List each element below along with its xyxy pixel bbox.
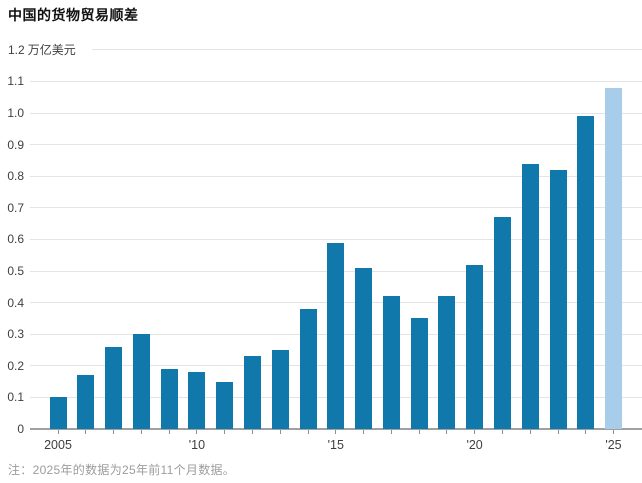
- footnote: 注：2025年的数据为25年前11个月数据。: [8, 463, 236, 477]
- bar-2015: [327, 242, 345, 429]
- x-tick-label-2025: '25: [605, 438, 622, 452]
- x-tick-2025: [613, 430, 614, 434]
- x-tick-2009: [168, 430, 170, 434]
- bar-2020: [466, 264, 484, 429]
- gridline-0.8: [30, 175, 642, 177]
- x-tick-label-2010: '10: [188, 438, 206, 452]
- x-tick-2010: [196, 430, 198, 434]
- x-tick-2013: [279, 430, 281, 434]
- x-tick-2018: [418, 430, 420, 434]
- gridline-0.6: [30, 238, 642, 240]
- bar-2023: [549, 169, 567, 429]
- bar-2019: [438, 296, 456, 429]
- bar-2009: [160, 369, 178, 429]
- x-tick-2016: [363, 430, 364, 434]
- bar-2024: [577, 116, 595, 429]
- x-tick-2011: [224, 430, 226, 434]
- y-tick-label: 0: [17, 422, 24, 436]
- chart-title: 中国的货物贸易顺差: [8, 7, 139, 23]
- gridline-1.1: [30, 80, 642, 82]
- y-tick-label: 1.2: [8, 42, 25, 57]
- bar-2021: [493, 217, 511, 429]
- x-tick-2007: [113, 430, 114, 434]
- x-tick-2023: [557, 430, 559, 434]
- y-tick-label: 0.5: [7, 264, 24, 278]
- x-axis-baseline: [30, 428, 642, 430]
- unit-label: 万亿美元: [27, 42, 76, 57]
- bar-2005: [49, 397, 67, 429]
- y-tick-label: 0.1: [7, 390, 24, 405]
- y-tick-label: 0.9: [7, 137, 24, 152]
- y-tick-label: 0.6: [7, 232, 24, 247]
- x-tick-label-2020: '20: [466, 438, 483, 452]
- bar-2012: [243, 356, 261, 429]
- bar-2025: [605, 87, 622, 429]
- x-tick-2022: [529, 430, 531, 434]
- gridline-0.7: [30, 207, 642, 209]
- x-tick-2024: [585, 430, 587, 434]
- bar-2022: [521, 163, 539, 429]
- x-tick-2021: [501, 430, 503, 434]
- y-tick-label: 1.1: [7, 74, 24, 89]
- bar-2018: [410, 318, 428, 429]
- bar-2006: [77, 375, 95, 429]
- x-tick-2012: [251, 430, 253, 434]
- x-tick-2008: [140, 430, 142, 434]
- x-tick-2019: [446, 430, 448, 434]
- gridline-0.9: [30, 144, 642, 146]
- x-tick-2015: [335, 430, 337, 434]
- x-tick-2005: [57, 430, 59, 434]
- y-tick-label: 0.2: [7, 358, 24, 373]
- x-tick-2020: [474, 430, 476, 434]
- bar-2017: [382, 296, 400, 429]
- y-tick-label: 0.3: [7, 327, 24, 342]
- bar-2008: [132, 334, 150, 429]
- y-tick-label: 0.4: [7, 295, 24, 310]
- x-tick-2017: [390, 430, 392, 434]
- x-tick-2014: [307, 430, 309, 434]
- x-tick-label-2005: 2005: [44, 438, 72, 452]
- bar-2011: [216, 381, 234, 429]
- x-tick-label-2015: '15: [327, 438, 344, 452]
- y-axis-unit-label: 1.2 万亿美元: [8, 42, 76, 58]
- x-tick-2006: [85, 430, 87, 434]
- y-tick-label: 0.8: [7, 169, 24, 184]
- bar-2016: [355, 267, 372, 429]
- gridline-1.0: [30, 112, 642, 114]
- y-tick-label: 0.7: [7, 200, 24, 215]
- bar-2013: [271, 350, 289, 429]
- bar-2014: [299, 308, 317, 429]
- y-tick-label: 1.0: [7, 106, 24, 120]
- gridline-1.2: [92, 49, 642, 51]
- bar-2007: [105, 346, 122, 429]
- bar-2010: [188, 372, 206, 429]
